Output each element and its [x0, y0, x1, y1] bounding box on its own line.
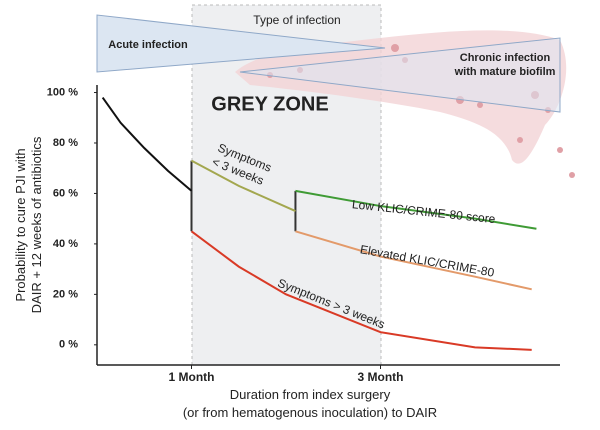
y-tick-label: 60 %: [53, 187, 78, 199]
line: [101, 96, 193, 192]
y-tick-label: 0 %: [59, 339, 78, 351]
chart-title: GREY ZONE: [211, 93, 328, 115]
x-tick-label: 1 Month: [169, 370, 215, 384]
line: [191, 159, 296, 213]
acute-wedge: [96, 14, 386, 73]
header: Type of infection: [253, 13, 340, 27]
line: [295, 230, 532, 291]
x-axis-label: Duration from index surgery (or from hema…: [183, 387, 437, 420]
y-tick-label: 80 %: [53, 137, 78, 149]
chronic-label: Chronic infection with mature biofilm: [454, 52, 556, 78]
y-axis-label: Probability to cure PJI withDAIR + 12 we…: [13, 136, 44, 313]
y-tick-label: 20 %: [53, 288, 78, 300]
line: [295, 189, 537, 230]
x-tick-label: 3 Month: [358, 370, 404, 384]
acute-label: Acute infection: [108, 39, 188, 51]
y-tick-label: 40 %: [53, 238, 78, 250]
chronic-wedge: [239, 37, 561, 113]
y-tick-label: 100 %: [47, 86, 78, 98]
line: [190, 230, 532, 351]
